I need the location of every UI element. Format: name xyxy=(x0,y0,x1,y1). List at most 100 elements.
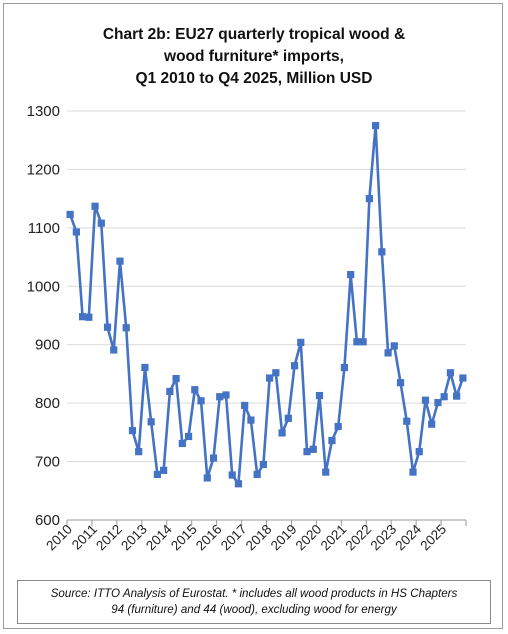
data-point xyxy=(428,420,436,428)
data-point xyxy=(384,349,392,357)
data-point xyxy=(284,414,292,422)
y-tick-label-1000: 1000 xyxy=(27,278,60,295)
data-point xyxy=(172,375,180,383)
y-tick-label-1300: 1300 xyxy=(27,103,60,120)
data-point xyxy=(247,416,255,424)
x-tick-label-2016: 2016 xyxy=(193,522,225,554)
data-point xyxy=(153,470,161,479)
chart-title: Chart 2b: EU27 quarterly tropical wood &… xyxy=(20,24,488,90)
data-point xyxy=(72,228,80,236)
y-tick-label-900: 900 xyxy=(35,337,60,354)
data-point xyxy=(415,448,423,456)
x-tick-label-2025: 2025 xyxy=(417,522,449,554)
data-point xyxy=(222,391,230,399)
data-point xyxy=(322,468,330,476)
x-tick-label-2017: 2017 xyxy=(218,522,250,554)
data-point xyxy=(209,454,218,462)
data-point xyxy=(434,398,442,407)
data-point xyxy=(253,470,261,479)
data-point xyxy=(353,338,361,346)
data-point xyxy=(372,122,380,130)
data-point xyxy=(203,474,211,482)
data-point xyxy=(78,313,87,321)
data-point xyxy=(197,397,205,405)
x-tick-label-2020: 2020 xyxy=(293,522,325,554)
x-tick-label-2024: 2024 xyxy=(392,521,424,553)
data-point xyxy=(297,338,305,346)
data-point xyxy=(97,219,105,227)
data-point xyxy=(421,396,430,404)
data-point xyxy=(135,448,143,456)
x-axis-tick-labels: 2010201120122013201420152016201720182019… xyxy=(43,521,449,553)
source-line-2: 94 (furniture) and 44 (wood), excluding … xyxy=(111,603,397,616)
x-tick-label-2019: 2019 xyxy=(268,522,300,554)
data-point xyxy=(166,387,174,396)
x-tick-label-2023: 2023 xyxy=(367,522,399,554)
data-point xyxy=(116,257,124,265)
series-group xyxy=(66,122,467,488)
data-point xyxy=(340,363,349,372)
data-point xyxy=(216,393,224,401)
x-tick-label-2012: 2012 xyxy=(93,522,125,554)
x-tick-label-2013: 2013 xyxy=(118,522,150,554)
y-tick-label-1100: 1100 xyxy=(28,220,60,237)
data-point xyxy=(103,323,112,331)
data-point xyxy=(396,379,405,387)
data-point xyxy=(453,392,461,400)
data-point xyxy=(241,401,249,410)
x-tick-label-2015: 2015 xyxy=(168,522,200,554)
data-point xyxy=(91,202,99,210)
data-point xyxy=(328,436,336,445)
data-point xyxy=(85,313,93,321)
data-point xyxy=(234,480,243,488)
data-point xyxy=(122,324,130,332)
data-point xyxy=(334,422,342,431)
x-tick-label-2014: 2014 xyxy=(143,521,175,553)
data-point xyxy=(403,417,411,425)
y-axis-tick-labels: 600 700 800 900 1000 1100 1200 1300 xyxy=(27,103,60,529)
y-tick-label-600: 600 xyxy=(35,512,60,529)
data-point xyxy=(228,471,236,479)
series-line xyxy=(68,124,465,486)
y-tick-label-700: 700 xyxy=(35,454,60,471)
data-point xyxy=(278,429,286,437)
data-point xyxy=(141,363,149,372)
data-point xyxy=(390,342,398,350)
data-point xyxy=(272,369,280,377)
source-line-1: Source: ITTO Analysis of Eurostat. * inc… xyxy=(50,587,458,600)
data-point xyxy=(184,432,193,441)
data-point xyxy=(309,445,317,453)
data-point xyxy=(147,418,155,426)
data-point xyxy=(347,271,355,279)
chart-title-line-2: wood furniture* imports, xyxy=(164,48,344,65)
data-point xyxy=(110,346,118,354)
source-note: Source: ITTO Analysis of Eurostat. * inc… xyxy=(17,580,491,624)
data-point xyxy=(290,362,299,370)
data-point xyxy=(359,338,367,346)
data-point xyxy=(446,369,455,377)
data-point xyxy=(128,427,137,435)
y-tick-label-800: 800 xyxy=(35,395,60,412)
x-tick-label-2021: 2021 xyxy=(318,522,350,554)
x-axis xyxy=(66,520,467,526)
chart-title-line-1: Chart 2b: EU27 quarterly tropical wood & xyxy=(102,26,406,43)
data-point xyxy=(266,374,274,382)
data-point xyxy=(378,248,386,256)
data-point xyxy=(409,468,417,476)
chart-title-line-3: Q1 2010 to Q4 2025, Million USD xyxy=(135,70,373,87)
data-point xyxy=(303,448,311,456)
data-point xyxy=(66,210,74,219)
data-point xyxy=(459,374,467,382)
data-point xyxy=(259,460,267,469)
x-tick-label-2022: 2022 xyxy=(343,522,375,554)
data-point xyxy=(160,466,168,474)
data-point xyxy=(440,393,448,401)
data-point xyxy=(191,386,199,394)
data-point xyxy=(365,195,373,203)
x-tick-label-2018: 2018 xyxy=(243,522,275,554)
x-tick-label-2011: 2011 xyxy=(69,522,100,553)
y-tick-label-1200: 1200 xyxy=(27,161,60,178)
data-point xyxy=(178,439,186,448)
data-point xyxy=(315,391,324,400)
